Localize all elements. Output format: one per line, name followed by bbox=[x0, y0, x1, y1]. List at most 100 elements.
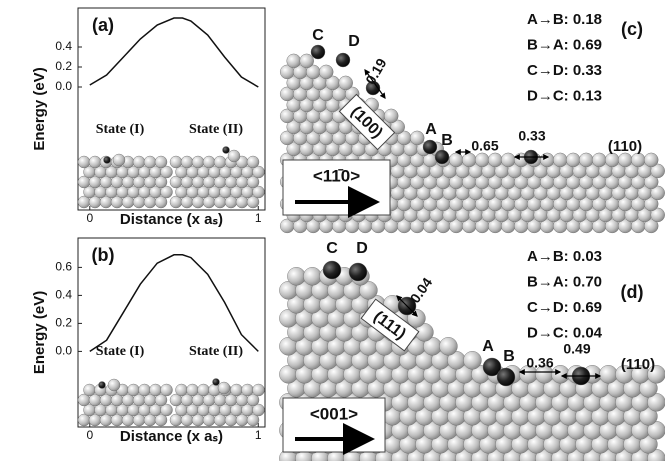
site-label: B bbox=[441, 132, 453, 149]
atom bbox=[339, 76, 353, 90]
atom bbox=[218, 382, 230, 394]
atom bbox=[155, 156, 167, 168]
hop-barrier: 0.33 bbox=[518, 128, 545, 144]
atom bbox=[150, 384, 162, 396]
figure: 0.0 0.2 0.4 0 1 Distance (x aₛ) Energy (eV) (a)… bbox=[0, 0, 665, 461]
site-label: A bbox=[482, 338, 494, 355]
x-tick-label: 0 bbox=[86, 428, 93, 442]
barrier: B→A: 0.70 bbox=[527, 273, 602, 290]
atom bbox=[192, 156, 204, 168]
panel-label: (b) bbox=[92, 245, 115, 265]
atom bbox=[203, 156, 215, 168]
state-label: State (II) bbox=[189, 122, 243, 137]
direction-label: <001> bbox=[310, 404, 358, 423]
atom bbox=[592, 153, 606, 167]
atom bbox=[231, 384, 243, 396]
adatom bbox=[336, 53, 350, 67]
atom bbox=[181, 156, 193, 168]
atom bbox=[198, 384, 210, 396]
atom bbox=[579, 153, 593, 167]
adatom bbox=[213, 379, 220, 386]
atom bbox=[84, 384, 96, 396]
barrier: A→B: 0.18 bbox=[527, 11, 602, 28]
atom bbox=[488, 153, 502, 167]
y-tick-label: 0.0 bbox=[55, 344, 72, 358]
x-axis-label: Distance (x aₛ) bbox=[120, 211, 223, 228]
atom bbox=[462, 153, 476, 167]
site-label: B bbox=[503, 348, 515, 365]
atom bbox=[214, 156, 226, 168]
adatom bbox=[435, 150, 449, 164]
atom bbox=[540, 153, 554, 167]
y-tick-label: 0.4 bbox=[55, 39, 72, 53]
atom bbox=[553, 153, 567, 167]
y-tick-label: 0.0 bbox=[55, 79, 72, 93]
x-tick-label: 1 bbox=[255, 211, 262, 225]
atom bbox=[566, 153, 580, 167]
atom bbox=[161, 384, 173, 396]
atom bbox=[449, 153, 463, 167]
atom bbox=[170, 156, 182, 168]
atom bbox=[439, 337, 457, 355]
site-label: D bbox=[356, 240, 368, 257]
atom bbox=[228, 150, 240, 162]
atom bbox=[108, 379, 120, 391]
x-axis-label: Distance (x aₛ) bbox=[120, 428, 223, 445]
atom bbox=[300, 54, 314, 68]
atom bbox=[187, 384, 199, 396]
site-label: C bbox=[326, 240, 338, 257]
atom bbox=[253, 384, 265, 396]
x-tick-label: 1 bbox=[255, 428, 262, 442]
barrier: B→A: 0.69 bbox=[527, 36, 602, 53]
site-label: C bbox=[312, 27, 324, 44]
atom bbox=[89, 156, 101, 168]
energy-curve bbox=[90, 255, 258, 352]
adatom bbox=[311, 45, 325, 59]
site-label: A bbox=[425, 121, 437, 138]
barrier: A→B: 0.03 bbox=[527, 248, 602, 265]
state-label: State (II) bbox=[189, 344, 243, 359]
y-axis-label: Energy (eV) bbox=[31, 67, 48, 150]
surface-label: (110) bbox=[608, 138, 642, 155]
panel-label: (c) bbox=[621, 19, 643, 39]
hop-barrier: 0.19 bbox=[362, 55, 390, 87]
panel-label: (a) bbox=[92, 15, 114, 35]
atom bbox=[599, 365, 617, 383]
atom bbox=[287, 54, 301, 68]
atom bbox=[501, 153, 515, 167]
y-axis-label: Energy (eV) bbox=[31, 291, 48, 374]
x-tick-label: 0 bbox=[86, 211, 93, 225]
content: 0.0 0.2 0.4 0 1 Distance (x aₛ) Energy (eV) (a)… bbox=[31, 8, 665, 461]
adatom bbox=[104, 157, 111, 164]
surface-label: (110) bbox=[621, 356, 655, 373]
atom bbox=[475, 153, 489, 167]
adatom bbox=[349, 263, 367, 281]
atom bbox=[631, 153, 645, 167]
atom bbox=[463, 351, 481, 369]
y-tick-label: 0.6 bbox=[55, 260, 72, 274]
hop-barrier: 0.36 bbox=[526, 355, 553, 371]
panel-label: (d) bbox=[621, 282, 644, 302]
y-tick-label: 0.2 bbox=[55, 316, 72, 330]
adatom bbox=[323, 261, 341, 279]
y-tick-label: 0.4 bbox=[55, 288, 72, 302]
hop-barrier: 0.49 bbox=[563, 341, 590, 357]
adatom bbox=[99, 382, 106, 389]
atom bbox=[242, 384, 254, 396]
atom bbox=[128, 384, 140, 396]
adatom bbox=[497, 368, 515, 386]
hop-barrier: 0.65 bbox=[471, 138, 498, 154]
atom bbox=[551, 365, 569, 383]
atom bbox=[303, 267, 321, 285]
barrier: D→C: 0.04 bbox=[527, 324, 603, 341]
state-label: State (I) bbox=[96, 344, 145, 359]
atom bbox=[384, 109, 398, 123]
y-tick-label: 0.2 bbox=[55, 59, 72, 73]
atom bbox=[144, 156, 156, 168]
atom bbox=[605, 153, 619, 167]
barrier: C→D: 0.33 bbox=[527, 62, 602, 79]
atom bbox=[319, 65, 333, 79]
atom bbox=[287, 267, 305, 285]
atom bbox=[113, 154, 125, 166]
site-label: D bbox=[348, 33, 360, 50]
